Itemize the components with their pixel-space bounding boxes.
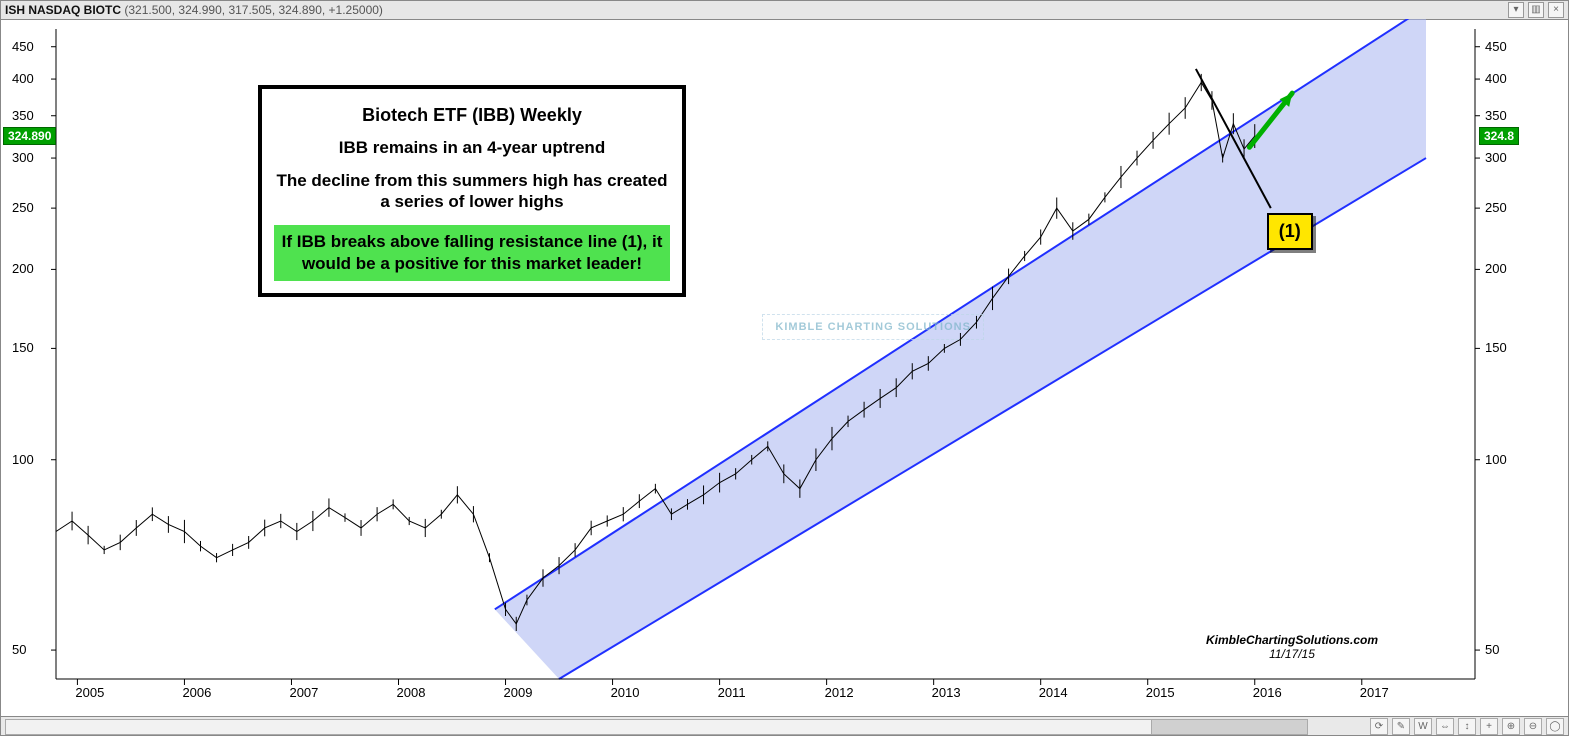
toolbar-icon-5[interactable]: + xyxy=(1480,718,1498,735)
symbol-name: ISH NASDAQ BIOTC xyxy=(5,3,121,17)
callout-1: (1) xyxy=(1267,213,1313,250)
ohlc-values: (321.500, 324.990, 317.505, 324.890, +1.… xyxy=(124,3,383,17)
y-tick-right: 150 xyxy=(1485,340,1507,355)
toolbar-icon-0[interactable]: ⟳ xyxy=(1370,718,1388,735)
x-tick: 2016 xyxy=(1253,685,1282,700)
x-tick: 2005 xyxy=(75,685,104,700)
x-tick: 2011 xyxy=(718,685,746,700)
y-tick-left: 150 xyxy=(12,340,34,355)
toolbar-icon-2[interactable]: W xyxy=(1414,718,1432,735)
toolbar-icon-6[interactable]: ⊕ xyxy=(1502,718,1520,735)
y-tick-left: 100 xyxy=(12,452,34,467)
attribution-date: 11/17/15 xyxy=(1206,647,1378,661)
y-tick-right: 350 xyxy=(1485,108,1507,123)
horizontal-scrollbar[interactable] xyxy=(5,719,1308,735)
y-tick-right: 100 xyxy=(1485,452,1507,467)
window-split-icon[interactable]: ▥ xyxy=(1528,2,1544,18)
annotation-box: Biotech ETF (IBB) Weekly IBB remains in … xyxy=(258,85,686,297)
window-controls: ▾ ▥ × xyxy=(1508,2,1564,18)
y-tick-right: 200 xyxy=(1485,261,1507,276)
y-tick-left: 300 xyxy=(12,150,34,165)
annotation-line3: The decline from this summers high has c… xyxy=(274,170,670,213)
toolbar-icon-4[interactable]: ↕ xyxy=(1458,718,1476,735)
y-tick-left: 250 xyxy=(12,200,34,215)
toolbar-icons: ⟳✎W⇔↕+⊕⊖◯ xyxy=(1370,718,1564,735)
attribution: KimbleChartingSolutions.com 11/17/15 xyxy=(1206,633,1378,661)
x-tick: 2007 xyxy=(289,685,318,700)
chart-area[interactable]: Biotech ETF (IBB) Weekly IBB remains in … xyxy=(1,19,1568,717)
x-tick: 2008 xyxy=(397,685,426,700)
y-tick-right: 50 xyxy=(1485,642,1499,657)
price-chart-svg xyxy=(1,19,1569,719)
x-tick: 2006 xyxy=(182,685,211,700)
y-tick-right: 450 xyxy=(1485,39,1507,54)
x-tick: 2015 xyxy=(1146,685,1175,700)
attribution-source: KimbleChartingSolutions.com xyxy=(1206,633,1378,647)
x-tick: 2013 xyxy=(932,685,961,700)
price-tag-right: 324.8 xyxy=(1479,127,1519,145)
x-tick: 2017 xyxy=(1360,685,1389,700)
annotation-highlight: If IBB breaks above falling resistance l… xyxy=(274,225,670,281)
y-tick-left: 450 xyxy=(12,39,34,54)
y-tick-left: 350 xyxy=(12,108,34,123)
toolbar-icon-1[interactable]: ✎ xyxy=(1392,718,1410,735)
x-tick: 2009 xyxy=(504,685,533,700)
toolbar-icon-7[interactable]: ⊖ xyxy=(1524,718,1542,735)
scrollbar-thumb[interactable] xyxy=(6,720,1152,734)
status-bar: ⟳✎W⇔↕+⊕⊖◯ xyxy=(1,716,1568,735)
x-tick: 2012 xyxy=(825,685,854,700)
annotation-title: Biotech ETF (IBB) Weekly xyxy=(274,105,670,126)
x-tick: 2014 xyxy=(1039,685,1068,700)
toolbar-icon-3[interactable]: ⇔ xyxy=(1436,718,1454,735)
y-tick-right: 400 xyxy=(1485,71,1507,86)
window-menu-icon[interactable]: ▾ xyxy=(1508,2,1524,18)
title-bar: ISH NASDAQ BIOTC (321.500, 324.990, 317.… xyxy=(1,1,1568,20)
chart-window: ISH NASDAQ BIOTC (321.500, 324.990, 317.… xyxy=(0,0,1569,736)
y-tick-left: 200 xyxy=(12,261,34,276)
toolbar-icon-8[interactable]: ◯ xyxy=(1546,718,1564,735)
y-tick-left: 50 xyxy=(12,642,26,657)
annotation-line2: IBB remains in an 4-year uptrend xyxy=(274,138,670,158)
x-tick: 2010 xyxy=(611,685,640,700)
price-tag-left: 324.890 xyxy=(3,127,56,145)
y-tick-right: 300 xyxy=(1485,150,1507,165)
watermark: KIMBLE CHARTING SOLUTIONS xyxy=(762,314,984,340)
y-tick-right: 250 xyxy=(1485,200,1507,215)
window-close-icon[interactable]: × xyxy=(1548,2,1564,18)
y-tick-left: 400 xyxy=(12,71,34,86)
